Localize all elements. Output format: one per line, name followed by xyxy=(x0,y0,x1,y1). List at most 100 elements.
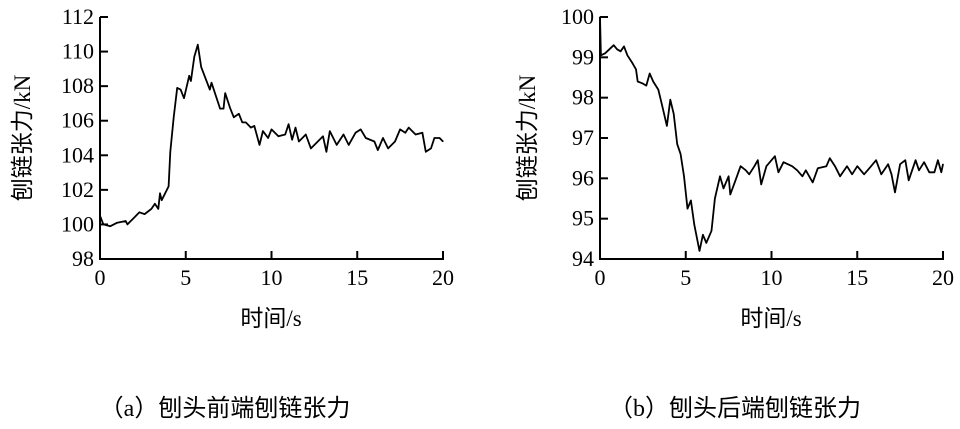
data-point xyxy=(683,175,685,177)
data-point xyxy=(173,116,175,118)
data-point xyxy=(693,224,695,226)
data-point xyxy=(637,80,639,83)
data-point xyxy=(604,52,606,54)
data-point xyxy=(722,187,725,190)
chart-a: 刨链张力/kN 时间/s （a）刨头前端刨链张力 0 5 10 15 20 98 100 10… xyxy=(10,4,454,422)
data-point xyxy=(116,222,118,224)
data-point xyxy=(619,50,622,52)
data-point xyxy=(702,234,704,236)
data-point xyxy=(599,16,601,18)
data-point xyxy=(143,213,146,215)
y-tick-label: 100 xyxy=(61,211,94,236)
data-point xyxy=(928,171,930,173)
x-tick-label: 5 xyxy=(680,265,691,290)
data-point xyxy=(159,192,161,194)
y-tick-label: 95 xyxy=(572,206,594,231)
data-point xyxy=(342,133,345,136)
data-point xyxy=(600,54,602,56)
data-point xyxy=(933,171,936,173)
data-point xyxy=(102,223,105,226)
data-point xyxy=(288,123,290,125)
data-point xyxy=(686,207,689,210)
chart-b: 刨链张力/kN 时间/s （b）刨头后端刨链张力 0 5 10 15 20 94 95 96 9… xyxy=(515,4,954,422)
data-point xyxy=(336,144,338,146)
data-point xyxy=(690,199,692,202)
data-point xyxy=(868,167,870,169)
data-point xyxy=(125,220,127,222)
y-tick-label: 104 xyxy=(61,142,94,167)
data-point xyxy=(657,89,659,91)
series-line xyxy=(99,43,444,228)
data-point xyxy=(354,132,357,134)
data-point xyxy=(322,135,324,137)
y-tick-label: 98 xyxy=(72,246,94,271)
data-point xyxy=(753,165,755,167)
y-tick-label: 102 xyxy=(61,177,94,202)
data-point xyxy=(825,165,827,167)
data-point xyxy=(421,132,424,134)
data-point xyxy=(180,89,182,91)
data-point xyxy=(222,108,225,110)
x-axis-label: 时间/s xyxy=(740,306,801,331)
data-point xyxy=(875,159,877,161)
x-tick-label: 5 xyxy=(180,265,191,290)
data-point xyxy=(740,165,742,167)
y-tick-label: 96 xyxy=(572,165,594,190)
y-tick-label: 112 xyxy=(62,4,94,29)
data-point xyxy=(219,108,221,110)
data-point xyxy=(642,82,644,85)
data-point xyxy=(834,165,836,167)
data-point xyxy=(676,143,678,145)
data-point xyxy=(940,171,942,173)
x-tick-label: 0 xyxy=(95,265,106,290)
y-tick-label: 100 xyxy=(561,4,594,29)
data-point xyxy=(99,215,101,217)
caption: （a）刨头前端刨链张力 xyxy=(100,395,351,422)
data-point xyxy=(698,250,701,252)
data-point xyxy=(863,173,865,175)
data-point xyxy=(760,183,762,185)
data-point xyxy=(880,173,882,175)
data-point xyxy=(899,163,901,165)
data-point xyxy=(765,165,767,167)
y-axis-label: 刨链张力/kN xyxy=(10,74,35,201)
y-axis-label: 刨链张力/kN xyxy=(515,74,540,201)
data-point xyxy=(851,173,853,175)
data-point xyxy=(168,185,170,187)
data-point xyxy=(154,203,156,205)
data-point xyxy=(262,130,264,132)
y-tick-label: 106 xyxy=(61,108,94,133)
x-tick-label: 20 xyxy=(932,265,954,290)
data-point xyxy=(714,197,716,200)
data-point xyxy=(705,242,707,244)
data-point xyxy=(616,48,618,50)
data-point xyxy=(284,133,286,136)
data-point xyxy=(258,144,261,146)
data-point xyxy=(310,147,312,149)
data-point xyxy=(193,56,195,58)
data-point xyxy=(209,89,211,91)
y-tick-label: 94 xyxy=(572,246,594,271)
data-point xyxy=(233,116,235,118)
x-tick-label: 10 xyxy=(761,265,783,290)
data-point xyxy=(229,108,231,110)
data-point xyxy=(801,175,803,177)
data-point xyxy=(317,140,319,143)
data-point xyxy=(329,130,331,132)
data-point xyxy=(238,113,240,115)
data-point xyxy=(241,121,243,124)
data-point xyxy=(923,161,925,163)
data-point xyxy=(645,84,647,87)
data-point xyxy=(245,121,247,124)
data-point xyxy=(382,137,384,139)
data-point xyxy=(890,173,893,175)
data-point xyxy=(777,171,779,173)
data-point xyxy=(190,80,192,82)
data-point xyxy=(270,128,273,130)
data-point xyxy=(829,157,831,159)
data-point xyxy=(757,159,759,161)
data-point xyxy=(791,165,793,167)
x-axis-label: 时间/s xyxy=(240,306,301,331)
data-point xyxy=(812,181,814,183)
data-point xyxy=(387,147,389,149)
